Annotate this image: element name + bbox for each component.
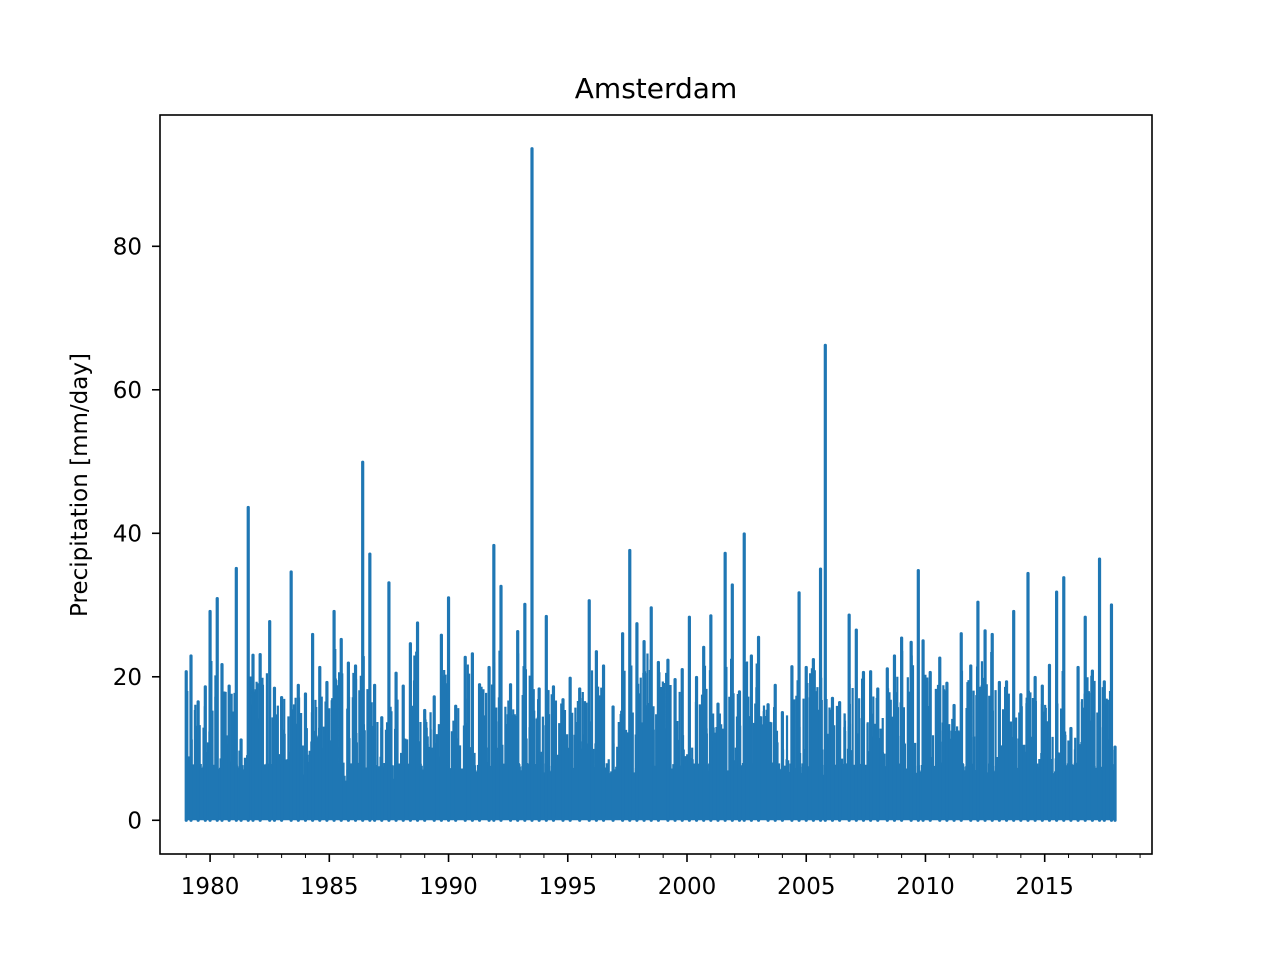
axes-frame [159,114,1153,855]
x-tick-label: 1980 [181,874,240,900]
x-tick-label: 2005 [777,874,836,900]
data-layer [184,147,1117,822]
x-axis: 1980 1985 1990 1995 2000 2005 2010 2015 [181,854,1141,900]
y-tick-label: 20 [113,665,142,691]
y-tick-label: 80 [113,234,142,260]
chart-title: Amsterdam [575,72,737,105]
y-tick-label: 40 [113,521,142,547]
x-tick-label: 1990 [419,874,478,900]
y-axis: 0 20 40 60 80 [113,234,160,834]
y-tick-label: 0 [127,808,142,834]
x-tick-label: 2010 [896,874,955,900]
y-tick-label: 60 [113,378,142,404]
x-tick-label: 2000 [658,874,717,900]
x-tick-label: 1995 [538,874,597,900]
x-tick-label: 1985 [300,874,359,900]
y-axis-label: Precipitation [mm/day] [67,353,93,617]
x-tick-label: 2015 [1015,874,1074,900]
